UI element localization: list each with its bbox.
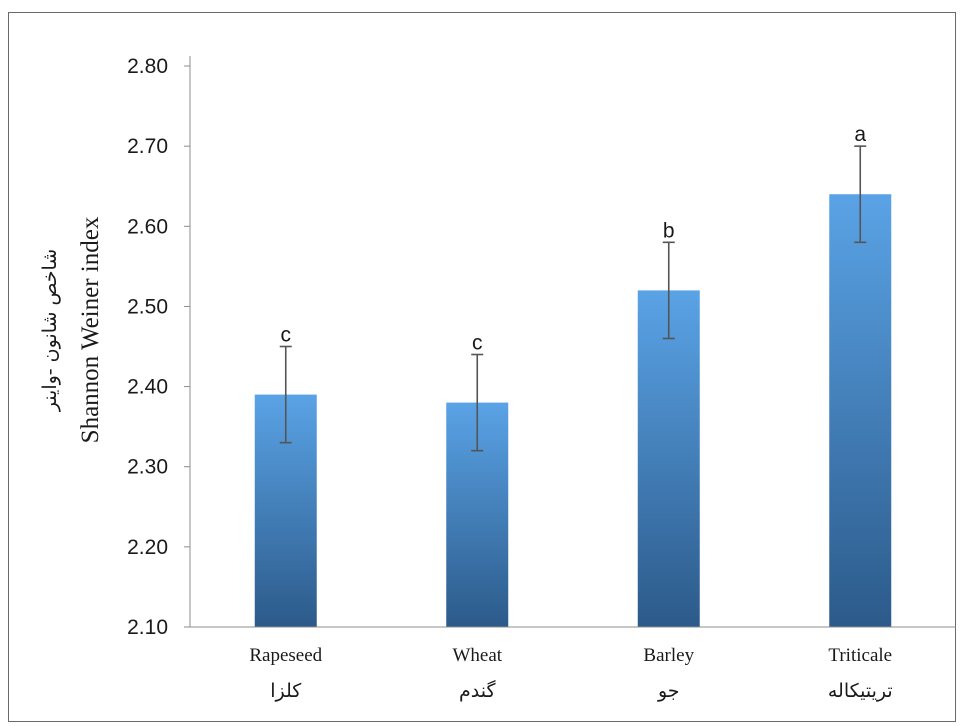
category-label: Wheat: [452, 645, 502, 666]
significance-label: a: [854, 123, 866, 146]
category-labels: Rapeseed کلزا Wheat گندم Barley جو Triticale تر…: [249, 645, 892, 702]
bars: [254, 194, 892, 627]
category-label-alt: تریتیکاله: [828, 680, 893, 702]
significance-label: c: [472, 332, 483, 355]
significance-label: c: [281, 324, 292, 347]
category-label-alt: گندم: [459, 679, 496, 702]
category-label-alt: جو: [657, 680, 680, 702]
y-tick-label: 2.30: [127, 456, 168, 479]
y-tick-label: 2.20: [127, 536, 168, 559]
bar-triticale: [829, 194, 892, 627]
category-label: Barley: [643, 645, 694, 666]
error-bar: [471, 353, 484, 452]
y-tick-label: 2.70: [127, 135, 168, 158]
y-axis-label-group: Shannon Weiner index شاخص شانون -واینر: [39, 216, 104, 443]
category-label: Triticale: [828, 645, 892, 666]
y-tick-label: 2.80: [127, 55, 168, 78]
error-bar: [279, 345, 292, 444]
y-tick-label: 2.60: [127, 215, 168, 238]
error-bar: [662, 241, 675, 340]
y-tick-label: 2.40: [127, 376, 168, 399]
category-label: Rapeseed: [249, 645, 322, 666]
y-axis-label: Shannon Weiner index: [77, 216, 104, 443]
significance-label: b: [663, 219, 675, 242]
bar-barley: [637, 290, 700, 627]
error-bars: [279, 145, 867, 452]
significance-labels: c c b a: [281, 123, 867, 354]
y-tick-label: 2.10: [127, 616, 168, 639]
y-tick-labels: 2.10 2.20 2.30 2.40 2.50 2.60 2.70 2.80: [127, 55, 190, 639]
y-tick-label: 2.50: [127, 295, 168, 318]
error-bar: [854, 145, 867, 244]
y-axis-label-alt: شاخص شانون -واینر: [39, 249, 61, 412]
category-label-alt: کلزا: [270, 680, 302, 702]
